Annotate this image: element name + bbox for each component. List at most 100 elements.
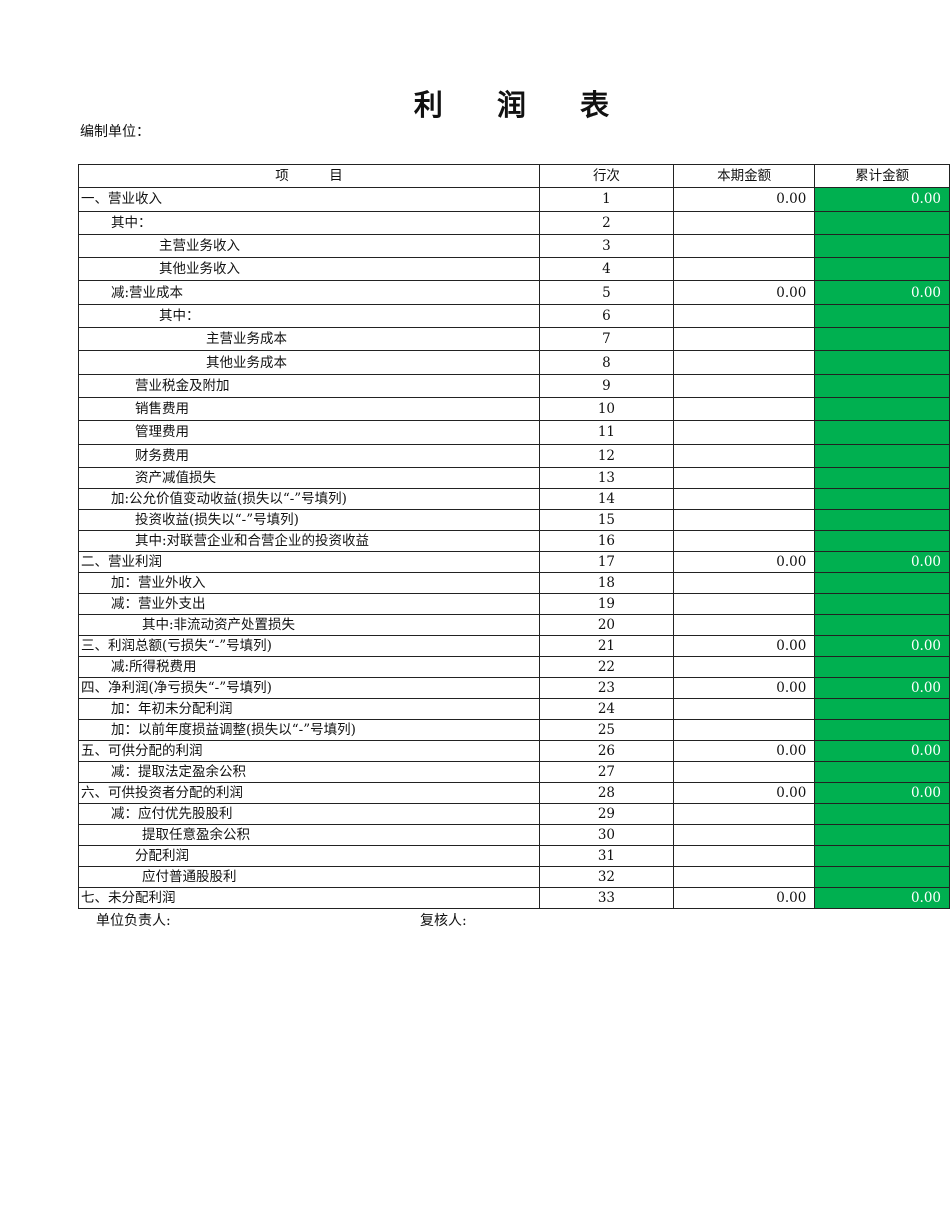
item-cell[interactable]: 主营业务收入 [78,233,540,259]
line-cell[interactable]: 2 [539,210,674,235]
line-cell[interactable]: 3 [539,233,674,259]
line-cell[interactable]: 15 [539,508,674,531]
item-cell[interactable]: 其他业务成本 [78,350,540,375]
cumulative-amount-cell[interactable]: 0.00 [814,550,950,573]
current-amount-cell[interactable]: 0.00 [672,781,816,804]
line-cell[interactable]: 9 [539,373,674,398]
item-cell[interactable]: 分配利润 [78,844,540,867]
current-amount-cell[interactable] [672,350,816,375]
cumulative-amount-cell[interactable] [814,233,950,259]
item-cell[interactable]: 其他业务收入 [78,257,540,282]
line-cell[interactable]: 32 [539,865,674,888]
item-cell[interactable]: 三、利润总额(亏损失“-”号填列) [78,634,540,657]
cumulative-amount-cell[interactable] [814,571,950,594]
line-cell[interactable]: 21 [539,634,674,657]
current-amount-cell[interactable]: 0.00 [672,886,816,909]
cumulative-amount-cell[interactable] [814,443,950,468]
cumulative-amount-cell[interactable] [814,508,950,531]
line-cell[interactable]: 22 [539,655,674,678]
current-amount-cell[interactable] [672,655,816,678]
cumulative-amount-cell[interactable] [814,396,950,422]
cumulative-amount-cell[interactable] [814,823,950,846]
cumulative-amount-cell[interactable] [814,327,950,352]
cumulative-amount-cell[interactable] [814,655,950,678]
current-amount-cell[interactable] [672,327,816,352]
cumulative-amount-cell[interactable] [814,865,950,888]
cumulative-amount-cell[interactable]: 0.00 [814,886,950,909]
line-cell[interactable]: 19 [539,592,674,615]
item-cell[interactable]: 提取任意盈余公积 [78,823,540,846]
cumulative-amount-cell[interactable]: 0.00 [814,187,950,212]
current-amount-cell[interactable] [672,697,816,720]
line-cell[interactable]: 12 [539,443,674,468]
item-cell[interactable]: 加：以前年度损益调整(损失以“-”号填列) [78,718,540,741]
cumulative-amount-cell[interactable] [814,613,950,636]
cumulative-amount-cell[interactable] [814,592,950,615]
item-cell[interactable]: 营业税金及附加 [78,373,540,398]
line-cell[interactable]: 23 [539,676,674,699]
item-cell[interactable]: 加：年初未分配利润 [78,697,540,720]
current-amount-cell[interactable] [672,210,816,235]
item-cell[interactable]: 销售费用 [78,396,540,422]
line-cell[interactable]: 18 [539,571,674,594]
item-cell[interactable]: 加：营业外收入 [78,571,540,594]
line-cell[interactable]: 13 [539,466,674,489]
line-cell[interactable]: 14 [539,487,674,510]
cumulative-amount-cell[interactable] [814,697,950,720]
item-cell[interactable]: 投资收益(损失以“-”号填列) [78,508,540,531]
line-cell[interactable]: 20 [539,613,674,636]
cumulative-amount-cell[interactable] [814,420,950,445]
item-cell[interactable]: 二、营业利润 [78,550,540,573]
current-amount-cell[interactable] [672,508,816,531]
current-amount-cell[interactable] [672,529,816,552]
current-amount-cell[interactable]: 0.00 [672,187,816,212]
line-cell[interactable]: 17 [539,550,674,573]
line-cell[interactable]: 29 [539,802,674,825]
current-amount-cell[interactable] [672,443,816,468]
current-amount-cell[interactable]: 0.00 [672,280,816,305]
current-amount-cell[interactable] [672,303,816,329]
cumulative-amount-cell[interactable] [814,802,950,825]
current-amount-cell[interactable] [672,373,816,398]
item-cell[interactable]: 六、可供投资者分配的利润 [78,781,540,804]
current-amount-cell[interactable] [672,802,816,825]
cumulative-amount-cell[interactable] [814,718,950,741]
line-cell[interactable]: 25 [539,718,674,741]
line-cell[interactable]: 1 [539,187,674,212]
item-cell[interactable]: 四、净利润(净亏损失“-”号填列) [78,676,540,699]
current-amount-cell[interactable]: 0.00 [672,676,816,699]
current-amount-cell[interactable] [672,233,816,259]
item-cell[interactable]: 减：提取法定盈余公积 [78,760,540,783]
cumulative-amount-cell[interactable] [814,487,950,510]
cumulative-amount-cell[interactable] [814,350,950,375]
item-cell[interactable]: 减：营业外支出 [78,592,540,615]
current-amount-cell[interactable] [672,760,816,783]
item-cell[interactable]: 减：应付优先股股利 [78,802,540,825]
line-cell[interactable]: 8 [539,350,674,375]
current-amount-cell[interactable] [672,823,816,846]
line-cell[interactable]: 6 [539,303,674,329]
current-amount-cell[interactable] [672,613,816,636]
line-cell[interactable]: 31 [539,844,674,867]
current-amount-cell[interactable] [672,592,816,615]
cumulative-amount-cell[interactable] [814,210,950,235]
item-cell[interactable]: 其中： [78,210,540,235]
current-amount-cell[interactable] [672,718,816,741]
item-cell[interactable]: 五、可供分配的利润 [78,739,540,762]
item-cell[interactable]: 其中:非流动资产处置损失 [78,613,540,636]
cumulative-amount-cell[interactable] [814,257,950,282]
current-amount-cell[interactable] [672,844,816,867]
line-cell[interactable]: 10 [539,396,674,422]
cumulative-amount-cell[interactable]: 0.00 [814,739,950,762]
item-cell[interactable]: 资产减值损失 [78,466,540,489]
current-amount-cell[interactable] [672,571,816,594]
line-cell[interactable]: 33 [539,886,674,909]
cumulative-amount-cell[interactable]: 0.00 [814,781,950,804]
current-amount-cell[interactable] [672,257,816,282]
current-amount-cell[interactable]: 0.00 [672,550,816,573]
current-amount-cell[interactable] [672,466,816,489]
item-cell[interactable]: 加:公允价值变动收益(损失以“-”号填列) [78,487,540,510]
line-cell[interactable]: 28 [539,781,674,804]
current-amount-cell[interactable]: 0.00 [672,739,816,762]
line-cell[interactable]: 4 [539,257,674,282]
